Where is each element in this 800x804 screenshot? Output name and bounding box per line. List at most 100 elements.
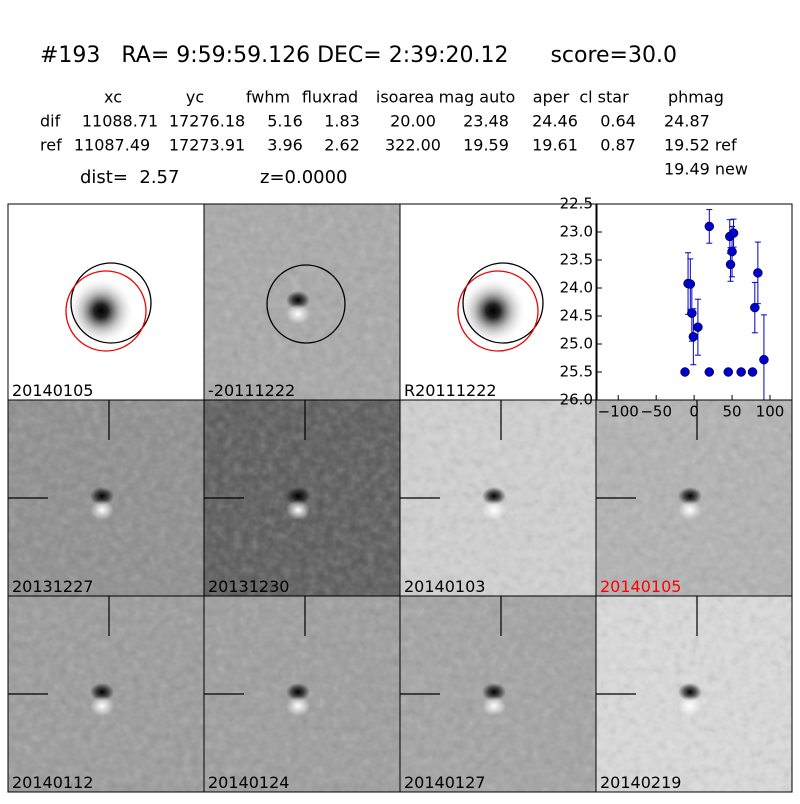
dist: dist= 2.57 xyxy=(80,167,179,188)
data-point xyxy=(747,367,758,377)
cutout-panel: -20111222 xyxy=(203,203,401,401)
x-tick-label: −100 xyxy=(598,403,639,421)
negative-blob xyxy=(678,683,702,701)
x-tick-label: 100 xyxy=(756,403,785,421)
column-header: fwhm xyxy=(246,88,290,107)
column-header: fluxrad xyxy=(302,88,358,107)
column-header: cl star xyxy=(579,88,629,107)
x-tick-label: 0 xyxy=(689,403,699,421)
data-point xyxy=(693,322,703,332)
y-tick-label: 24.0 xyxy=(560,279,593,297)
table-cell: 24.46 xyxy=(532,112,578,131)
cutout-panel: 20140105 xyxy=(7,203,205,401)
table-cell: 322.00 xyxy=(385,136,441,155)
positive-blob xyxy=(482,696,506,716)
table-cell: 1.83 xyxy=(324,112,360,131)
table-cell: 20.00 xyxy=(390,112,436,131)
light-curve: 22.5 23.0 23.5 24.0 24.5 25.0 25.5 26.0 −100 −50 0… xyxy=(560,195,793,421)
table: xc yc fwhm fluxrad isoarea mag auto aper cl sta… xyxy=(40,88,737,155)
data-point xyxy=(725,259,736,270)
negative-blob xyxy=(90,487,114,505)
negative-blob xyxy=(286,487,310,505)
column-header: aper xyxy=(533,88,570,107)
positive-blob xyxy=(286,500,310,520)
plot-area xyxy=(596,203,793,401)
data-point xyxy=(680,367,690,377)
data-point xyxy=(736,367,746,377)
phmag-new: 19.49 new xyxy=(664,160,748,179)
table-cell: 11087.49 xyxy=(74,136,150,155)
source xyxy=(67,277,135,345)
y-tick-label: 25.5 xyxy=(560,363,593,381)
panel-label: 20140105 xyxy=(600,577,681,596)
positive-blob xyxy=(286,304,310,324)
table-cell: 17273.91 xyxy=(169,136,245,155)
data-point xyxy=(759,354,769,365)
negative-blob xyxy=(482,487,506,505)
y-tick-label: 23.0 xyxy=(560,223,593,241)
title: #193 RA= 9:59:59.126 DEC= 2:39:20.12 sco… xyxy=(40,43,677,68)
data-point xyxy=(727,246,737,257)
panel-label: 20131227 xyxy=(12,577,93,596)
column-header: yc xyxy=(186,88,204,107)
table-cell: 17276.18 xyxy=(169,112,245,131)
table-cell: 24.87 xyxy=(664,112,710,131)
cutout-panel: 20140112 xyxy=(7,595,205,793)
panel-label: 20140219 xyxy=(600,773,681,792)
positive-blob xyxy=(286,696,310,716)
table-cell: 19.59 xyxy=(463,136,509,155)
table-cell: 3.96 xyxy=(267,136,303,155)
y-tick-label: 24.5 xyxy=(560,307,593,325)
negative-blob xyxy=(482,683,506,701)
cutout-panel: 20140105 xyxy=(595,399,793,597)
redshift: z=0.0000 xyxy=(260,167,348,188)
data-point xyxy=(685,279,696,289)
panel-label: 20131230 xyxy=(208,577,289,596)
table-cell: 23.48 xyxy=(463,112,509,131)
negative-blob xyxy=(286,683,310,701)
y-tick-label: 22.5 xyxy=(560,195,593,213)
circle-red xyxy=(457,270,539,352)
panels: 20140105 -20111222 R20111222 20131227 201312… xyxy=(7,203,793,793)
positive-blob xyxy=(678,696,702,716)
row-label: ref xyxy=(40,136,62,155)
panel-label: 20140103 xyxy=(404,577,485,596)
cutout-panel: 20140127 xyxy=(399,595,597,793)
y-tick-label: 25.0 xyxy=(560,335,593,353)
data-point xyxy=(687,308,697,318)
y-tick-label: 26.0 xyxy=(560,391,593,409)
negative-blob xyxy=(286,291,310,309)
positive-blob xyxy=(678,500,702,520)
column-header: isoarea xyxy=(376,88,434,107)
circle-red xyxy=(65,270,147,352)
y-tick-label: 23.5 xyxy=(560,251,593,269)
data-point xyxy=(728,228,739,238)
negative-blob xyxy=(90,683,114,701)
panel-label: 20140124 xyxy=(208,773,289,792)
column-header: phmag xyxy=(668,88,724,107)
data-point xyxy=(688,331,699,342)
cutout-panel: 20131230 xyxy=(203,399,401,597)
cutout-panel: 20140103 xyxy=(399,399,597,597)
table-cell: 5.16 xyxy=(267,112,303,131)
cutout-panel: 20140219 xyxy=(595,595,793,793)
panel-label: R20111222 xyxy=(404,381,497,400)
data-point xyxy=(704,221,715,232)
circle-black xyxy=(70,262,152,344)
cutout-panel: 20140124 xyxy=(203,595,401,793)
cutout-panel: 20131227 xyxy=(7,399,205,597)
x-tick-label: −50 xyxy=(640,403,672,421)
source xyxy=(459,277,527,345)
table-cell: 11088.71 xyxy=(82,112,158,131)
positive-blob xyxy=(90,500,114,520)
panel-label: -20111222 xyxy=(208,381,295,400)
data-point xyxy=(753,268,763,278)
table-cell: 0.87 xyxy=(600,136,636,155)
panel-label: 20140127 xyxy=(404,773,485,792)
table-cell: 0.64 xyxy=(600,112,636,131)
positive-blob xyxy=(482,500,506,520)
panel-frame xyxy=(595,595,793,793)
circle-black xyxy=(266,264,346,344)
panel-label: 20140112 xyxy=(12,773,93,792)
